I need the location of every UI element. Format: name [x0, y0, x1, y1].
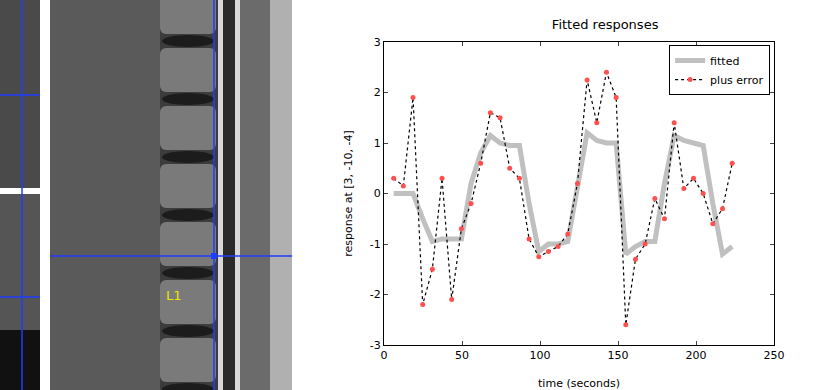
svg-text:200: 200	[686, 349, 707, 362]
svg-text:-3: -3	[370, 339, 381, 352]
svg-text:L1: L1	[166, 288, 182, 303]
svg-text:0: 0	[374, 187, 381, 200]
svg-text:1: 1	[374, 137, 381, 150]
svg-text:response at [3, -10, -4]: response at [3, -10, -4]	[342, 130, 355, 257]
svg-text:time (seconds): time (seconds)	[538, 377, 620, 390]
svg-text:fitted: fitted	[710, 55, 739, 68]
svg-text:250: 250	[764, 349, 785, 362]
svg-text:-1: -1	[370, 238, 381, 251]
svg-text:50: 50	[455, 349, 469, 362]
svg-text:100: 100	[530, 349, 551, 362]
svg-text:150: 150	[608, 349, 629, 362]
svg-text:plus error: plus error	[710, 74, 763, 87]
svg-text:-2: -2	[370, 288, 381, 301]
svg-text:0: 0	[381, 349, 388, 362]
svg-text:3: 3	[374, 36, 381, 49]
svg-text:Fitted responses: Fitted responses	[552, 17, 659, 32]
svg-text:2: 2	[374, 86, 381, 99]
